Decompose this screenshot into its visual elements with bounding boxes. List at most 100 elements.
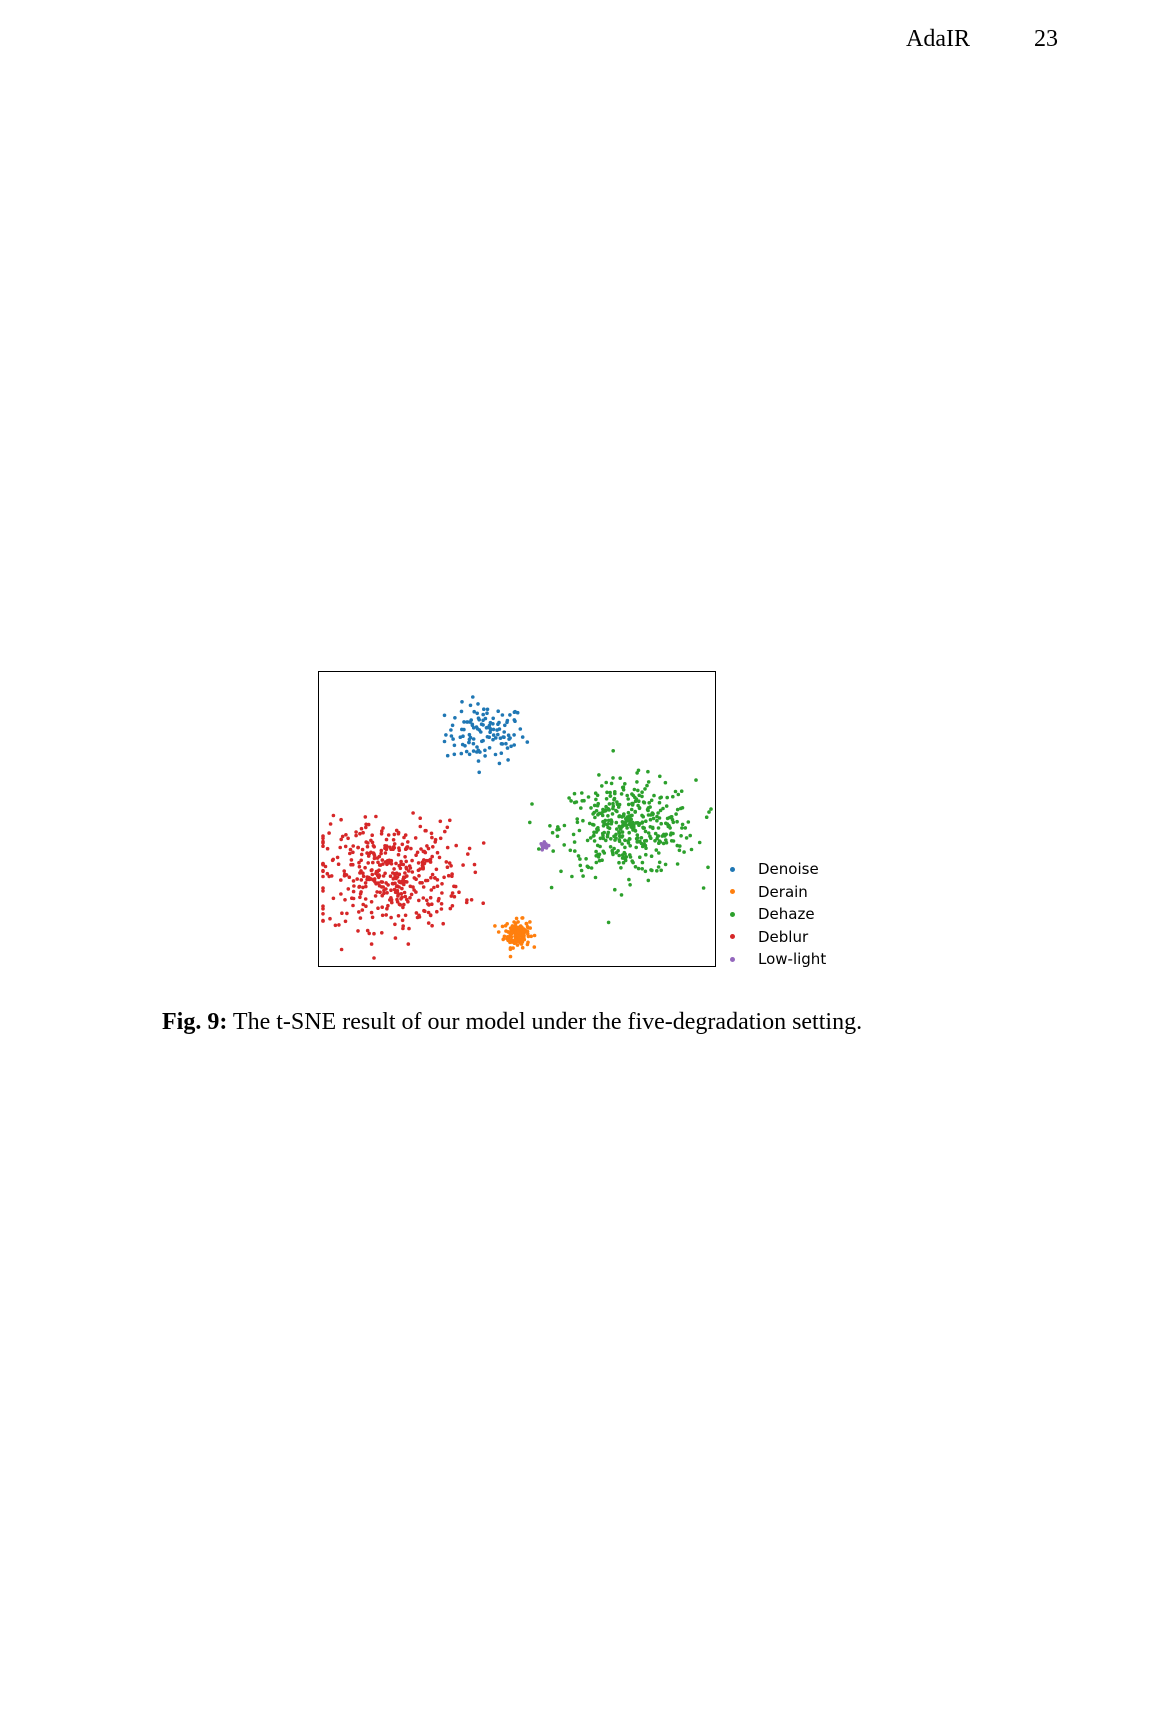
data-point <box>464 749 469 754</box>
data-point <box>392 832 397 837</box>
data-point <box>610 812 615 816</box>
data-point <box>671 820 676 825</box>
data-point <box>384 837 389 842</box>
data-point <box>602 851 607 855</box>
data-point <box>607 826 612 831</box>
data-point <box>594 854 598 858</box>
data-point <box>327 831 331 835</box>
data-point <box>637 793 641 798</box>
data-point <box>620 830 625 834</box>
data-point <box>410 870 415 874</box>
data-point <box>648 834 652 838</box>
data-point <box>390 881 395 886</box>
data-point <box>706 865 710 870</box>
data-point <box>358 916 363 920</box>
data-point <box>467 737 472 742</box>
data-point <box>421 849 426 854</box>
data-point <box>408 884 413 889</box>
data-point <box>447 861 452 865</box>
data-point <box>525 740 530 744</box>
data-point <box>524 921 529 926</box>
data-point <box>421 863 425 867</box>
data-point <box>609 781 614 786</box>
data-point <box>391 877 396 881</box>
data-point <box>429 831 434 836</box>
data-point <box>548 824 552 828</box>
legend-marker <box>730 911 735 917</box>
data-point <box>321 834 325 838</box>
data-point <box>652 793 656 798</box>
data-point <box>392 842 397 846</box>
data-point <box>655 814 659 819</box>
data-point <box>339 837 343 842</box>
data-point <box>414 853 418 857</box>
data-point <box>356 845 360 850</box>
data-point <box>601 834 605 838</box>
data-point <box>360 908 365 912</box>
data-point <box>595 803 600 808</box>
data-point <box>360 847 365 852</box>
data-point <box>518 727 523 731</box>
data-point <box>468 703 473 708</box>
data-point <box>520 945 525 950</box>
data-point <box>619 893 624 897</box>
data-point <box>444 860 449 864</box>
series-dehaze <box>528 749 713 925</box>
data-point <box>593 815 597 820</box>
data-point <box>351 850 355 855</box>
data-point <box>402 902 406 907</box>
data-point <box>602 830 606 835</box>
data-point <box>343 844 348 849</box>
legend-item-deblur: Deblur <box>724 926 826 949</box>
data-point <box>508 954 513 959</box>
data-point <box>372 856 377 861</box>
data-point <box>394 871 399 875</box>
data-point <box>426 921 431 925</box>
data-point <box>520 916 525 920</box>
data-point <box>358 831 362 836</box>
data-point <box>363 897 368 901</box>
data-point <box>321 889 325 893</box>
data-point <box>363 881 368 885</box>
data-point <box>709 807 713 811</box>
data-point <box>391 838 396 842</box>
data-point <box>592 803 597 808</box>
data-point <box>502 730 506 734</box>
data-point <box>370 833 374 837</box>
data-point <box>321 907 325 911</box>
data-point <box>466 852 470 856</box>
data-point <box>661 841 666 846</box>
data-point <box>361 830 365 835</box>
data-point <box>640 867 644 871</box>
data-point <box>376 881 380 885</box>
data-point <box>452 884 456 889</box>
data-point <box>403 894 408 899</box>
data-point <box>398 903 403 907</box>
data-point <box>659 868 663 873</box>
data-point <box>605 790 609 795</box>
data-point <box>384 887 388 891</box>
data-point <box>356 929 360 933</box>
data-point <box>488 720 493 725</box>
data-point <box>487 746 492 750</box>
data-point <box>445 825 450 830</box>
data-point <box>520 735 525 739</box>
data-point <box>335 855 340 860</box>
data-point <box>658 808 663 813</box>
data-point <box>464 900 469 905</box>
data-point <box>358 892 363 896</box>
data-point <box>396 914 401 918</box>
data-point <box>620 824 625 828</box>
data-point <box>679 789 684 793</box>
data-point <box>494 736 498 740</box>
data-point <box>537 847 541 851</box>
data-point <box>642 839 647 843</box>
data-point <box>626 810 631 815</box>
data-point <box>591 834 596 838</box>
data-point <box>532 945 537 949</box>
data-point <box>476 759 481 763</box>
data-point <box>625 826 629 830</box>
data-point <box>581 874 585 878</box>
data-point <box>639 836 644 840</box>
data-point <box>578 863 583 868</box>
